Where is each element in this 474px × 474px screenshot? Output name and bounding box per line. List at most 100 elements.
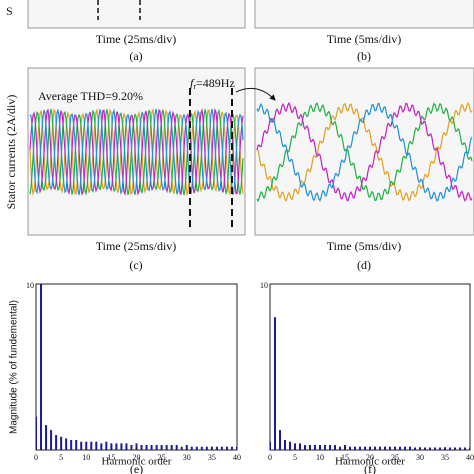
annotation: Average THD=9.20%	[38, 89, 143, 103]
bar	[125, 443, 128, 450]
bar	[60, 436, 63, 450]
x-label: Harmonic order	[335, 456, 405, 468]
y-tick-label: 10	[26, 281, 34, 290]
waveform	[256, 101, 473, 202]
bar	[439, 447, 441, 450]
x-tick-label: 30	[183, 453, 191, 462]
bar	[205, 446, 208, 450]
bar	[150, 445, 153, 450]
bar	[105, 441, 108, 450]
arrow	[235, 87, 276, 101]
bar	[364, 446, 366, 450]
bar	[215, 446, 218, 450]
bar	[299, 443, 301, 450]
bar	[155, 445, 158, 450]
x-label: Time (5ms/div)	[327, 239, 402, 253]
bar	[135, 443, 138, 450]
x-tick-label: 25	[391, 453, 399, 462]
bar	[274, 317, 276, 450]
bar	[414, 447, 416, 450]
bar	[140, 445, 143, 450]
bar	[359, 446, 361, 450]
caption: (f)	[364, 462, 376, 474]
bar	[190, 446, 193, 450]
bar	[75, 440, 78, 450]
bar	[349, 446, 351, 450]
annotation: r	[193, 82, 196, 91]
bar	[329, 445, 331, 450]
bar	[50, 430, 53, 450]
caption: (b)	[357, 49, 371, 63]
bar	[424, 447, 426, 450]
x-tick-label: 5	[59, 453, 63, 462]
caption: (c)	[129, 258, 142, 272]
x-tick-label: 5	[293, 453, 297, 462]
waveform	[256, 102, 473, 203]
bar	[220, 446, 223, 450]
bar	[85, 441, 88, 450]
bar	[339, 446, 341, 450]
bar	[464, 447, 466, 450]
y-label: S	[6, 4, 13, 18]
bar	[334, 445, 336, 450]
x-tick-label: 35	[441, 453, 449, 462]
bar	[314, 445, 316, 450]
bar	[90, 441, 93, 450]
bar	[284, 440, 286, 450]
bar	[100, 443, 103, 450]
bar	[449, 447, 451, 450]
bar	[459, 447, 461, 450]
bar	[195, 446, 198, 450]
scope-a	[27, 0, 246, 29]
bar	[354, 446, 356, 450]
caption: (e)	[130, 462, 143, 474]
x-tick-label: 20	[133, 453, 141, 462]
x-label: Harmonic order	[102, 456, 172, 468]
x-tick-label: 10	[82, 453, 90, 462]
waveform	[256, 102, 473, 202]
bar	[279, 430, 281, 450]
bar	[389, 446, 391, 450]
y-label: Magnitude (% of fundemental)	[9, 300, 20, 434]
caption: (a)	[129, 49, 142, 63]
bar	[36, 416, 37, 450]
x-label: Time (25ms/div)	[96, 239, 177, 253]
bar	[225, 446, 228, 450]
waveform	[29, 108, 244, 196]
bar	[115, 443, 118, 450]
bar	[294, 443, 296, 450]
bar	[374, 446, 376, 450]
bar	[289, 441, 291, 450]
bar	[95, 441, 98, 450]
bar	[270, 441, 271, 450]
bar	[230, 446, 233, 450]
waveform	[29, 108, 244, 196]
bar	[399, 446, 401, 450]
x-tick-label: 15	[341, 453, 349, 462]
y-tick-label: 10	[260, 281, 268, 290]
bar	[130, 445, 133, 450]
bar	[409, 446, 411, 450]
waveform	[29, 108, 244, 196]
x-tick-label: 40	[466, 453, 474, 462]
x-label: Time (5ms/div)	[327, 32, 402, 46]
annotation: fr=489Hz	[190, 76, 235, 91]
bar	[379, 446, 381, 450]
bar	[45, 425, 48, 450]
x-tick-label: 15	[107, 453, 115, 462]
bar	[200, 446, 203, 450]
waveform	[256, 101, 473, 203]
bar	[434, 447, 436, 450]
plot-area	[269, 283, 471, 451]
y-label: Stator currents (2A/div)	[4, 95, 18, 210]
bar	[324, 445, 326, 450]
bar	[429, 447, 431, 450]
bar	[65, 438, 68, 450]
bar	[110, 443, 113, 450]
annotation: =489Hz	[196, 76, 235, 90]
bar	[80, 441, 83, 450]
x-tick-label: 0	[34, 453, 38, 462]
bar	[145, 445, 148, 450]
x-tick-label: 20	[366, 453, 374, 462]
